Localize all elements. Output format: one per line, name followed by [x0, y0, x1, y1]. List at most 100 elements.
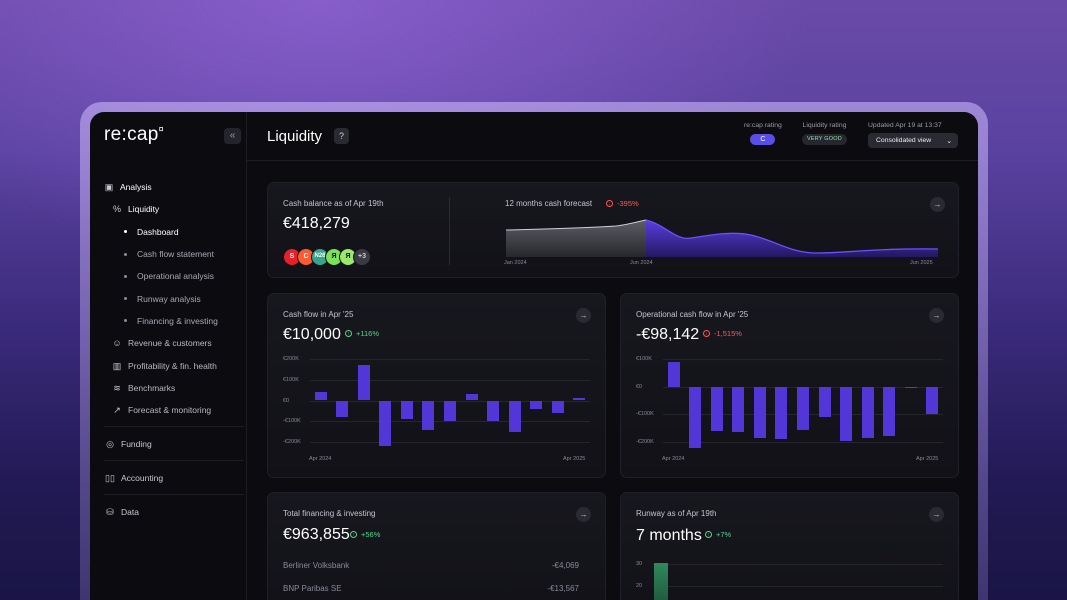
chart-bar[interactable] [667, 361, 680, 387]
chevron-down-icon: ⌄ [946, 137, 952, 145]
collapse-sidebar-button[interactable]: « [224, 128, 241, 144]
view-select-value: Consolidated view [876, 137, 932, 144]
cash-balance-value: €418,279 [283, 215, 350, 232]
chart-bar[interactable] [797, 386, 809, 430]
financing-row-amount: -€13,567 [547, 584, 579, 593]
chart-bar[interactable] [573, 398, 586, 401]
arrow-up-icon: ↑ [350, 531, 357, 538]
financing-row[interactable]: Berliner Volksbank -€4,069 [283, 561, 579, 570]
sidebar-item-runway-analysis[interactable]: Runway analysis [104, 287, 240, 309]
chart-bar[interactable] [904, 386, 917, 389]
arrow-up-icon: ↑ [345, 330, 352, 337]
forecast-delta-value: -395% [617, 199, 639, 208]
sidebar-item-profitability[interactable]: ▥ Profitability & fin. health [104, 354, 240, 376]
sidebar-item-cash-flow-statement[interactable]: Cash flow statement [104, 243, 240, 265]
sidebar-item-dashboard[interactable]: Dashboard [104, 221, 240, 243]
chart-bar[interactable] [508, 400, 521, 432]
recap-rating-badge: C [750, 134, 776, 145]
sidebar-item-label: Cash flow statement [137, 249, 215, 260]
runway-bar [654, 563, 668, 600]
arrow-down-icon: ↓ [703, 330, 710, 337]
chart-bar[interactable] [379, 400, 392, 447]
gridline [653, 586, 943, 587]
operational-cash-flow-card: Operational cash flow in Apr '25 -€98,14… [620, 293, 959, 478]
sidebar-item-financing-investing[interactable]: Financing & investing [104, 310, 240, 332]
financing-row[interactable]: BNP Paribas SE -€13,567 [283, 584, 579, 593]
sidebar-item-analysis[interactable]: ▣ Analysis [104, 176, 240, 198]
chart-bar[interactable] [732, 386, 745, 433]
app-window: re:cap¤ « ▣ Analysis % Liquidity Dashboard… [90, 112, 978, 600]
sidebar-item-label: Accounting [121, 472, 164, 483]
help-button[interactable]: ? [334, 128, 349, 144]
open-forecast-button[interactable]: → [930, 197, 945, 212]
gridline [663, 442, 943, 443]
chart-bar[interactable] [530, 400, 543, 409]
sidebar-item-benchmarks[interactable]: ≋ Benchmarks [104, 377, 240, 399]
trend-icon: ↗ [113, 405, 121, 416]
database-icon: ⛁ [106, 506, 114, 517]
sidebar-item-label: Analysis [120, 182, 152, 193]
divider [104, 426, 244, 428]
chart-bar[interactable] [710, 386, 723, 431]
open-financing-button[interactable]: → [576, 507, 591, 522]
y-tick-label: -€200K [283, 439, 301, 445]
open-cash-flow-button[interactable]: → [576, 308, 591, 323]
gridline [310, 379, 590, 381]
forecast-history-area [506, 220, 646, 257]
chart-bar[interactable] [336, 400, 349, 418]
forecast-title: 12 months cash forecast [505, 199, 593, 208]
sidebar-item-revenue-customers[interactable]: ☺ Revenue & customers [104, 332, 240, 354]
cash-flow-card: Cash flow in Apr '25 €10,000 ↑ +116% → €2… [267, 293, 606, 478]
x-tick-label: Jan 2024 [504, 260, 527, 266]
chart-bar[interactable] [314, 392, 327, 401]
op-cash-flow-title: Operational cash flow in Apr '25 [636, 310, 749, 319]
x-tick-label: Jun 2024 [630, 260, 653, 266]
y-tick-label: €0 [636, 383, 643, 390]
open-runway-button[interactable]: → [929, 507, 944, 522]
y-tick-label: €200K [283, 356, 299, 362]
x-tick-label: Apr 2024 [309, 456, 332, 462]
chart-icon: ▥ [112, 360, 122, 371]
arrow-up-icon: ↑ [705, 531, 712, 538]
chart-bar[interactable] [400, 400, 413, 420]
chart-bar[interactable] [689, 386, 702, 448]
bullet-icon [124, 230, 127, 234]
x-tick-label: Apr 2024 [662, 456, 685, 462]
sidebar-item-data[interactable]: ⛁ Data [104, 495, 240, 528]
x-tick-label: Jun 2025 [910, 260, 933, 266]
sidebar-item-accounting[interactable]: ▯▯ Accounting [104, 461, 240, 494]
sidebar-item-operational-analysis[interactable]: Operational analysis [104, 265, 240, 287]
chart-bar[interactable] [818, 386, 831, 418]
chart-bar[interactable] [883, 386, 896, 437]
arrow-down-icon: ↓ [606, 200, 613, 207]
chart-bar[interactable] [753, 386, 766, 438]
benchmark-icon: ≋ [113, 382, 121, 393]
sidebar-item-forecast-monitoring[interactable]: ↗ Forecast & monitoring [104, 399, 240, 421]
view-controls: Updated Apr 19 at 13:37 Consolidated view… [868, 122, 958, 148]
financing-delta: ↑ +56% [350, 530, 380, 539]
cash-flow-value: €10,000 [283, 326, 341, 343]
y-tick-label: €100K [283, 376, 299, 383]
financing-card: Total financing & investing €963,855 ↑ +5… [267, 492, 606, 600]
sidebar-item-funding[interactable]: ◎ Funding [104, 427, 240, 460]
view-select[interactable]: Consolidated view ⌄ [868, 133, 958, 148]
sidebar: re:cap¤ « ▣ Analysis % Liquidity Dashboard… [90, 112, 247, 600]
liquidity-rating: Liquidity rating VERY GOOD [802, 122, 847, 145]
chart-bar[interactable] [926, 386, 939, 414]
chart-bar[interactable] [840, 386, 853, 441]
chart-bar[interactable] [551, 400, 564, 413]
bullet-icon [124, 297, 127, 301]
chart-bar[interactable] [422, 400, 435, 430]
gridline [310, 442, 590, 443]
chart-bar[interactable] [444, 400, 456, 422]
chart-bar[interactable] [357, 365, 370, 401]
sidebar-item-liquidity[interactable]: % Liquidity [104, 198, 240, 220]
chart-bar[interactable] [861, 386, 874, 438]
chart-bar[interactable] [487, 400, 500, 422]
chart-bar[interactable] [775, 386, 788, 440]
more-banks-badge[interactable]: +3 [353, 248, 371, 266]
open-op-cash-flow-button[interactable]: → [929, 308, 944, 323]
sidebar-item-label: Funding [121, 438, 152, 449]
chart-bar[interactable] [465, 394, 478, 401]
book-icon: ▣ [104, 182, 114, 193]
